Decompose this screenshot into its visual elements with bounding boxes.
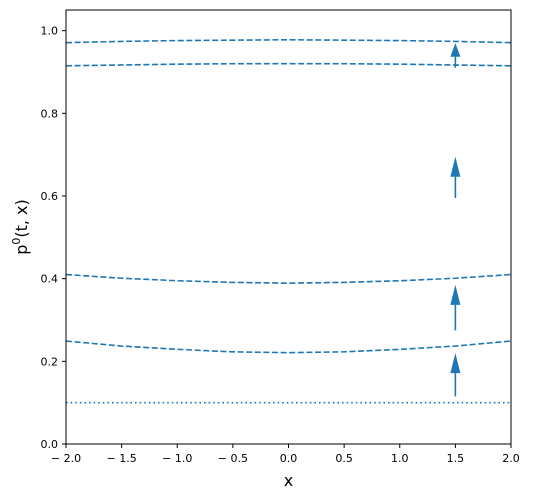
arrow-1 [450, 353, 461, 397]
x-tick-label: 1.0 [391, 452, 409, 465]
series-line-4 [65, 62, 512, 67]
series-line-5 [65, 38, 512, 44]
arrow-4 [450, 43, 461, 68]
x-tick-label: − 0.5 [218, 452, 248, 465]
y-tick-label: 1.0 [41, 25, 59, 38]
y-tick-label: 0.6 [41, 190, 59, 203]
arrow-2 [450, 284, 461, 331]
axis-ticks: − 2.0 − 1.5 − 1.0 − 0.5 0.0 0.5 1.0 1.5 2.0 0.0 0.… [41, 25, 520, 465]
x-tick-label: 0.5 [335, 452, 353, 465]
arrow-head [450, 284, 461, 305]
y-tick-label: 0.4 [41, 273, 59, 286]
plot-frame [65, 9, 512, 445]
y-axis-label-rest: (t, x) [12, 199, 31, 237]
arrow-3 [450, 156, 461, 199]
arrow-head [450, 156, 461, 177]
x-tick-label: 2.0 [502, 452, 520, 465]
x-tick-label: 0.0 [280, 452, 298, 465]
x-tick-label: − 2.0 [51, 452, 81, 465]
x-tick-label: 1.5 [447, 452, 465, 465]
series-line-2 [65, 340, 512, 354]
arrow-head [450, 43, 461, 57]
plot-area [65, 38, 512, 404]
arrow-head [450, 353, 461, 374]
y-axis-label-superscript: 0 [10, 238, 23, 245]
y-tick-label: 0.0 [41, 438, 59, 451]
x-tick-label: − 1.0 [162, 452, 192, 465]
x-tick-label: − 1.5 [107, 452, 137, 465]
y-tick-label: 0.8 [41, 107, 59, 120]
x-axis-label: x [284, 471, 293, 490]
y-axis-label-base: p [12, 245, 31, 255]
series-line-3 [65, 273, 512, 285]
y-tick-label: 0.2 [41, 355, 59, 368]
y-axis-label: p0(t, x) [10, 199, 31, 255]
